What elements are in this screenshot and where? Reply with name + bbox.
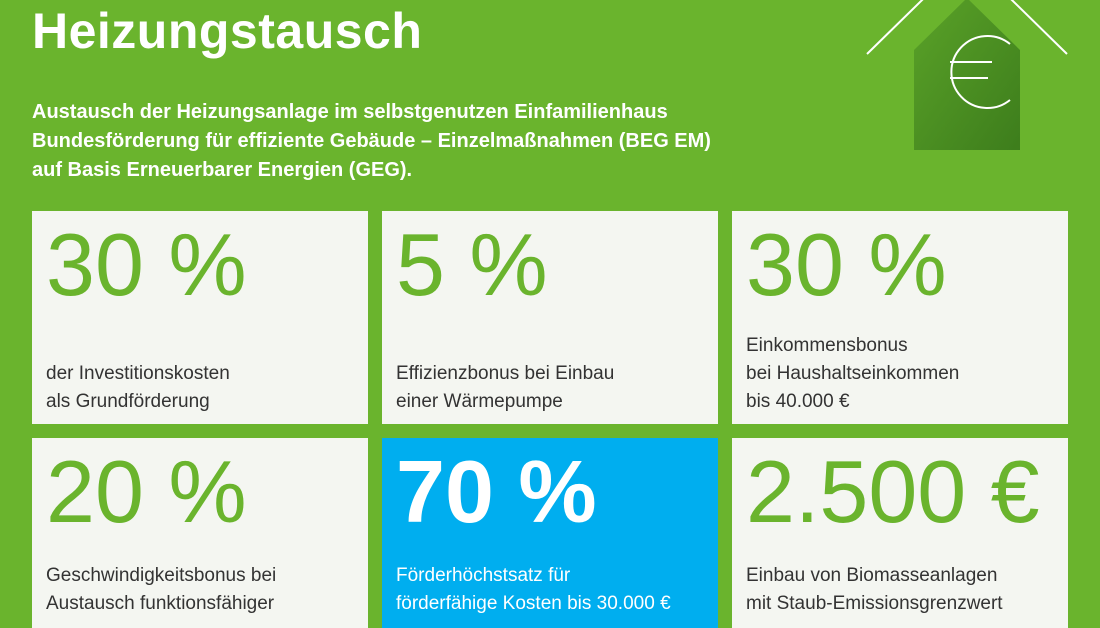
card-grundfoerderung: 30 % der Investitionskosten als Grundför… <box>32 211 368 424</box>
card-description-line: einer Wärmepumpe <box>396 391 563 412</box>
card-foerderhoechstsatz: 70 % Förderhöchstsatz für förderfähige K… <box>382 438 718 628</box>
card-description-line: Effizienzbonus bei Einbau <box>396 363 615 384</box>
card-description-line: Förderhöchstsatz für <box>396 565 571 586</box>
subtitle: Austausch der Heizungsanlage im selbstge… <box>32 98 711 185</box>
card-biomasse: 2.500 € Einbau von Biomasseanlagen mit S… <box>732 438 1068 628</box>
card-description-line: bei Haushaltseinkommen <box>746 363 960 384</box>
card-description: Geschwindigkeitsbonus bei Austausch funk… <box>46 562 276 618</box>
card-value: 70 % <box>396 442 597 541</box>
card-description-line: Einbau von Biomasseanlagen <box>746 565 998 586</box>
subtitle-line: auf Basis Erneuerbarer Energien (GEG). <box>32 159 413 181</box>
card-geschwindigkeitsbonus: 20 % Geschwindigkeitsbonus bei Austausch… <box>32 438 368 628</box>
card-effizienzbonus: 5 % Effizienzbonus bei Einbau einer Wärm… <box>382 211 718 424</box>
card-description-line: förderfähige Kosten bis 30.000 € <box>396 593 671 614</box>
page-title: Heizungstausch <box>32 3 423 59</box>
card-description: Einkommensbonus bei Haushaltseinkommen b… <box>746 332 959 416</box>
card-description-line: Austausch funktionsfähiger <box>46 593 275 614</box>
house-euro-icon <box>866 0 1068 150</box>
subtitle-line: Bundesförderung für effiziente Gebäude –… <box>32 130 711 152</box>
card-value: 30 % <box>46 215 247 314</box>
card-value: 2.500 € <box>746 442 1040 541</box>
card-description: Einbau von Biomasseanlagen mit Staub-Emi… <box>746 562 1003 618</box>
card-description-line: Geschwindigkeitsbonus bei <box>46 565 277 586</box>
card-description-line: mit Staub-Emissionsgrenzwert <box>746 593 1003 614</box>
card-einkommensbonus: 30 % Einkommensbonus bei Haushaltseinkom… <box>732 211 1068 424</box>
card-value: 5 % <box>396 215 548 314</box>
card-description-line: der Investitionskosten <box>46 363 230 384</box>
card-description: Förderhöchstsatz für förderfähige Kosten… <box>396 562 671 618</box>
card-description: Effizienzbonus bei Einbau einer Wärmepum… <box>396 360 614 416</box>
card-description-line: als Grundförderung <box>46 391 210 412</box>
card-description: der Investitionskosten als Grundförderun… <box>46 360 230 416</box>
card-description-line: bis 40.000 € <box>746 391 850 412</box>
card-value: 30 % <box>746 215 947 314</box>
card-description-line: Einkommensbonus <box>746 335 908 356</box>
card-value: 20 % <box>46 442 247 541</box>
subtitle-line: Austausch der Heizungsanlage im selbstge… <box>32 101 668 123</box>
